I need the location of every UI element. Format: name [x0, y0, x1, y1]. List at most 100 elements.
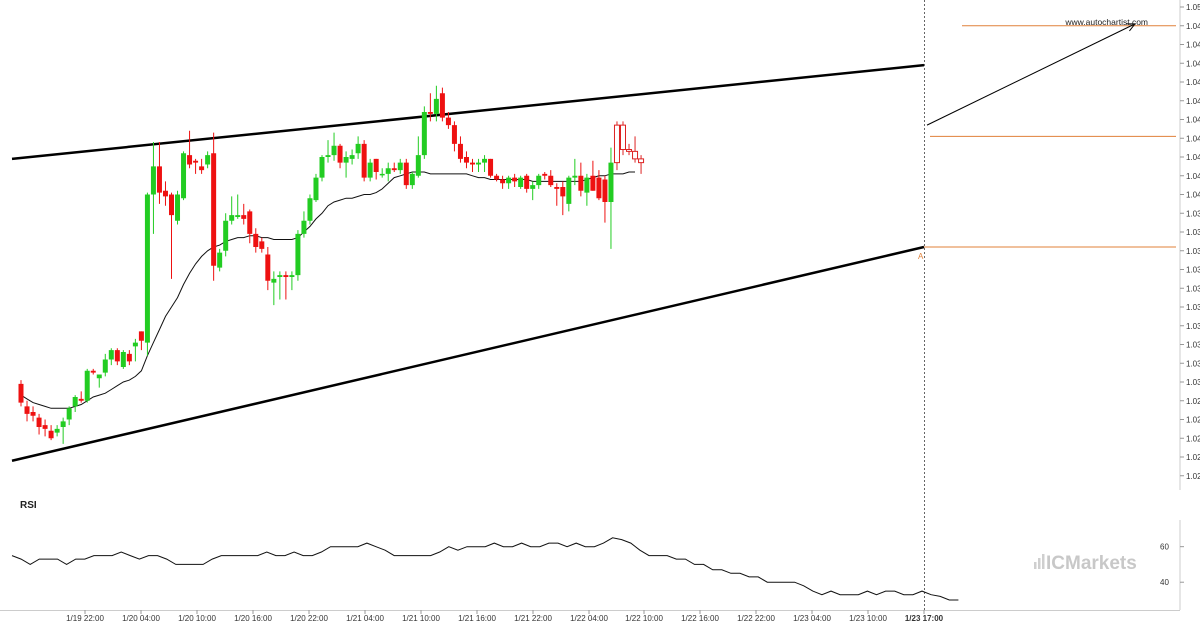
candle — [331, 132, 337, 161]
candle-body — [397, 162, 403, 171]
candle — [66, 406, 72, 426]
candle-body — [596, 177, 602, 199]
candle-body — [30, 412, 36, 416]
chart-pattern — [11, 63, 925, 462]
candle — [181, 151, 187, 201]
price-tick-label: 1.0341 — [1186, 303, 1200, 312]
price-tick-label: 1.0441 — [1186, 116, 1200, 125]
time-tick-label: 1/19 22:00 — [66, 614, 104, 623]
candle-body — [235, 215, 241, 217]
candle — [223, 213, 229, 257]
candle — [187, 130, 193, 169]
candle — [48, 425, 54, 441]
candle-body — [518, 177, 524, 187]
candle-body — [199, 166, 205, 171]
candle-body — [60, 421, 66, 427]
candle — [72, 395, 78, 412]
candle — [325, 140, 331, 163]
time-tick-label: 1/20 16:00 — [234, 614, 272, 623]
candle — [613, 121, 620, 171]
candle-body — [277, 275, 283, 277]
candle-body — [602, 179, 608, 202]
candle-body — [488, 158, 494, 176]
candle-body — [211, 153, 217, 266]
candle — [283, 271, 289, 300]
time-tick-label: 1/22 16:00 — [681, 614, 719, 623]
candle-body — [36, 417, 42, 427]
candle — [445, 112, 451, 129]
candle-body — [482, 158, 488, 163]
candle-body — [632, 150, 639, 160]
price-tick-label: 1.0461 — [1186, 78, 1200, 87]
candle — [132, 338, 138, 362]
candle-body — [433, 98, 439, 114]
time-tick-label: 1/20 22:00 — [290, 614, 328, 623]
candle-body — [120, 352, 126, 367]
time-tick-label: 1/21 16:00 — [458, 614, 496, 623]
candle — [265, 247, 271, 291]
rsi-panel: RSI — [11, 500, 959, 601]
candle — [385, 162, 391, 182]
price-tick-label: 1.0471 — [1186, 59, 1200, 68]
candle — [488, 158, 494, 178]
candle-body — [512, 177, 518, 182]
candle-body — [524, 175, 530, 189]
candle-body — [470, 162, 475, 165]
candle — [638, 155, 645, 174]
candle — [542, 172, 548, 180]
candle-body — [175, 194, 181, 221]
candle-body — [476, 162, 482, 165]
candle — [391, 162, 397, 172]
candle-body — [325, 155, 331, 157]
candle — [229, 196, 235, 225]
price-tick-label: 1.0321 — [1186, 341, 1200, 350]
candle-body — [193, 160, 199, 163]
price-tick-label: 1.0501 — [1186, 3, 1200, 12]
price-tick-label: 1.0381 — [1186, 228, 1200, 237]
time-tick-label: 1/22 22:00 — [737, 614, 775, 623]
candle — [439, 87, 445, 122]
candle — [433, 85, 439, 122]
candle — [175, 190, 181, 225]
candle-body — [445, 117, 451, 126]
candle-body — [42, 425, 48, 429]
candle — [457, 136, 463, 163]
candle — [313, 173, 319, 202]
candle-body — [319, 157, 325, 178]
price-tick-label: 1.0391 — [1186, 209, 1200, 218]
projection-arrow-line — [926, 23, 1136, 126]
candle — [373, 158, 379, 180]
candle-body — [102, 359, 108, 373]
candle — [608, 147, 614, 249]
candle-body — [229, 215, 235, 221]
time-tick-label: 1/22 10:00 — [625, 614, 663, 623]
candle — [54, 425, 60, 437]
candle — [554, 183, 560, 206]
candle-body — [78, 398, 84, 401]
price-tick-label: 1.0331 — [1186, 322, 1200, 331]
candle — [397, 158, 403, 174]
candle — [211, 132, 217, 281]
candle — [36, 413, 42, 435]
candle-body — [343, 157, 349, 163]
candle — [590, 160, 596, 191]
candle — [30, 406, 36, 422]
candle — [470, 158, 475, 172]
candle-body — [247, 211, 253, 234]
candle — [572, 158, 578, 186]
time-tick-label: 1/22 04:00 — [570, 614, 608, 623]
candle-body — [307, 198, 313, 221]
candle-body — [421, 112, 427, 156]
candle-body — [626, 149, 633, 152]
candle — [512, 173, 518, 187]
candle — [403, 158, 409, 189]
price-tick-label: 1.0401 — [1186, 191, 1200, 200]
candle-body — [253, 233, 259, 247]
candle-body — [457, 143, 463, 159]
candle — [415, 136, 421, 178]
candle-body — [385, 168, 391, 174]
candle — [307, 194, 313, 225]
price-tick-label: 1.0351 — [1186, 284, 1200, 293]
candle — [463, 151, 469, 169]
price-tick-label: 1.0411 — [1186, 172, 1200, 181]
